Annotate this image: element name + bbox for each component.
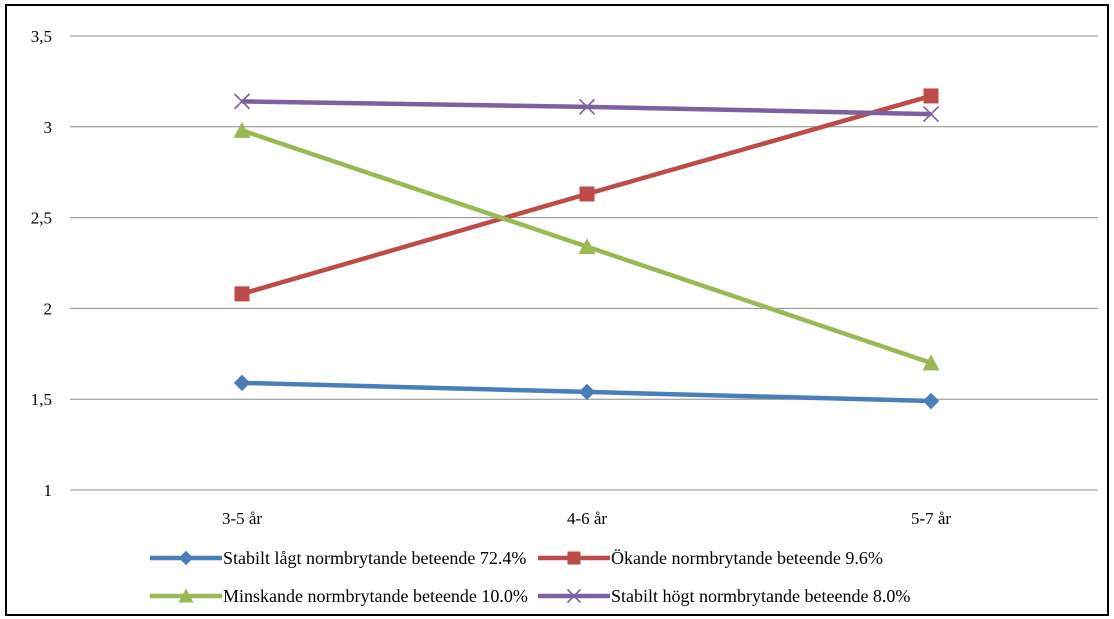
x-axis-ticks: 3-5 år 4-6 år 5-7 år [222,509,951,528]
y-tick-label: 3,5 [31,27,52,46]
series-group [233,88,940,410]
diamond-marker [233,374,251,392]
y-axis-ticks: 1 1,5 2 2,5 3 3,5 [31,27,52,500]
series-1 [233,374,940,410]
square-marker [567,551,581,565]
x-marker [233,93,251,110]
triangle-marker [233,121,251,138]
legend-item-3: Minskande normbrytande beteende 10.0% [150,586,528,606]
diamond-marker [178,550,194,566]
legend-item-2: Ökande normbrytande beteende 9.6% [538,548,883,568]
legend-label: Ökande normbrytande beteende 9.6% [611,548,883,568]
square-marker [579,186,595,202]
y-tick-label: 3 [44,118,53,137]
square-marker [234,286,250,302]
series-2 [234,88,939,302]
square-marker [923,88,939,104]
triangle-marker [178,588,194,603]
x-marker [578,98,596,115]
triangle-marker [578,238,596,255]
legend-label: Stabilt lågt normbrytande beteende 72.4% [223,548,526,568]
series-3 [233,121,940,371]
legend-label: Stabilt högt normbrytande beteende 8.0% [611,586,910,606]
x-tick-label: 5-7 år [911,509,951,528]
x-tick-label: 3-5 år [222,509,262,528]
legend-item-1: Stabilt lågt normbrytande beteende 72.4% [150,548,526,568]
x-tick-label: 4-6 år [567,509,607,528]
series-4 [233,93,940,123]
triangle-marker [922,354,940,371]
legend-label: Minskande normbrytande beteende 10.0% [223,586,528,606]
diamond-marker [922,392,940,410]
legend-item-4: Stabilt högt normbrytande beteende 8.0% [538,586,910,606]
y-tick-label: 2,5 [31,209,52,228]
y-tick-label: 1 [44,481,53,500]
diamond-marker [578,383,596,401]
y-tick-label: 2 [44,299,53,318]
x-marker [566,588,582,604]
x-marker [922,106,940,123]
legend: Stabilt lågt normbrytande beteende 72.4%… [150,548,910,606]
y-tick-label: 1,5 [31,390,52,409]
